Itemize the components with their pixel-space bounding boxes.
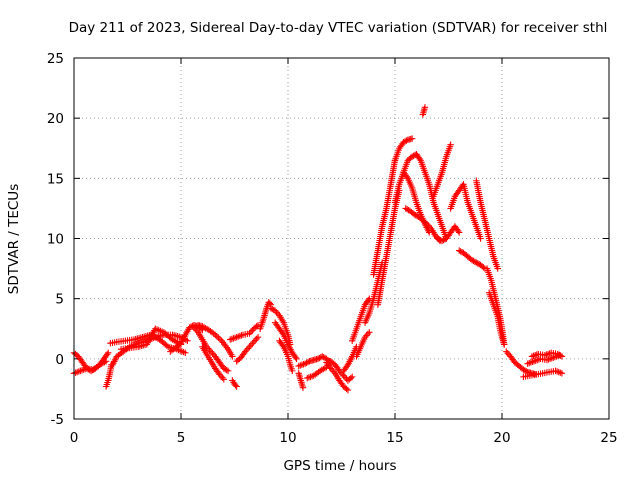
- data-point: [454, 227, 462, 235]
- data-point: [408, 135, 416, 142]
- data-point: [456, 229, 463, 236]
- data-point: [103, 351, 111, 358]
- data-point: [523, 368, 530, 375]
- x-tick-label: 25: [600, 430, 617, 446]
- data-point: [555, 368, 562, 376]
- data-point: [219, 374, 226, 381]
- data-point: [249, 327, 256, 334]
- data-point: [220, 376, 227, 383]
- y-tick-label: -5: [51, 412, 64, 428]
- data-point: [246, 343, 253, 350]
- data-point: [364, 330, 372, 338]
- y-tick-label: 0: [55, 352, 64, 368]
- data-points: [70, 104, 566, 394]
- data-point: [421, 104, 429, 111]
- data-point: [224, 367, 232, 375]
- x-axis-label: GPS time / hours: [283, 458, 396, 474]
- x-tick-label: 20: [493, 430, 510, 446]
- data-point: [477, 235, 484, 242]
- y-tick-label: 10: [47, 232, 64, 248]
- data-point: [292, 354, 299, 361]
- data-point: [503, 348, 510, 355]
- data-point: [215, 334, 222, 341]
- data-point: [253, 335, 260, 342]
- data-point: [216, 336, 224, 343]
- chart-title: Day 211 of 2023, Sidereal Day-to-day VTE…: [69, 20, 608, 36]
- data-point: [244, 345, 252, 352]
- data-point: [279, 342, 286, 349]
- data-point: [233, 383, 240, 390]
- data-point: [105, 349, 112, 357]
- y-tick-label: 25: [47, 51, 64, 67]
- data-point: [279, 330, 286, 337]
- x-tick-label: 0: [70, 430, 79, 446]
- data-point: [365, 296, 372, 304]
- data-point: [304, 358, 312, 366]
- data-point: [299, 384, 307, 391]
- data-point: [366, 329, 373, 336]
- plot-frame: [73, 57, 610, 420]
- x-tick-label: 10: [279, 430, 296, 446]
- data-point: [289, 367, 296, 375]
- data-point: [558, 353, 566, 360]
- y-tick-label: 15: [47, 171, 64, 187]
- x-tick-label: 15: [386, 430, 403, 446]
- data-point: [403, 173, 410, 181]
- data-point: [254, 333, 262, 341]
- data-point: [316, 354, 323, 362]
- data-point: [320, 354, 327, 361]
- data-point: [251, 337, 259, 344]
- data-point: [249, 340, 256, 347]
- data-point: [102, 358, 110, 365]
- data-point: [247, 341, 255, 349]
- data-point: [557, 352, 564, 359]
- data-point: [223, 366, 230, 374]
- data-point: [349, 373, 356, 381]
- data-point: [558, 370, 566, 377]
- data-point: [457, 248, 464, 255]
- data-point: [184, 337, 191, 344]
- data-point: [232, 382, 239, 389]
- data-point: [250, 338, 257, 346]
- data-point: [293, 355, 300, 363]
- data-point: [403, 206, 411, 213]
- data-point: [504, 350, 511, 357]
- data-point: [416, 155, 423, 162]
- data-point: [403, 137, 410, 144]
- data-point: [344, 386, 352, 394]
- data-point: [182, 349, 189, 357]
- data-point: [347, 374, 354, 382]
- data-point: [266, 300, 274, 307]
- y-tick-label: 20: [47, 111, 64, 127]
- x-tick-label: 5: [177, 430, 186, 446]
- data-point: [422, 219, 429, 227]
- axis-ticks: 0 5 10 15 20 25 -5 0 5 10 15 20 25: [47, 51, 618, 446]
- data-point: [269, 305, 276, 313]
- y-tick-label: 5: [55, 292, 64, 308]
- data-point: [494, 265, 501, 272]
- y-axis-label: SDTVAR / TECUs: [6, 184, 22, 294]
- data-point: [229, 353, 236, 360]
- data-point: [480, 264, 487, 271]
- data-point: [500, 341, 508, 348]
- data-point: [447, 141, 454, 148]
- data-point: [343, 385, 350, 393]
